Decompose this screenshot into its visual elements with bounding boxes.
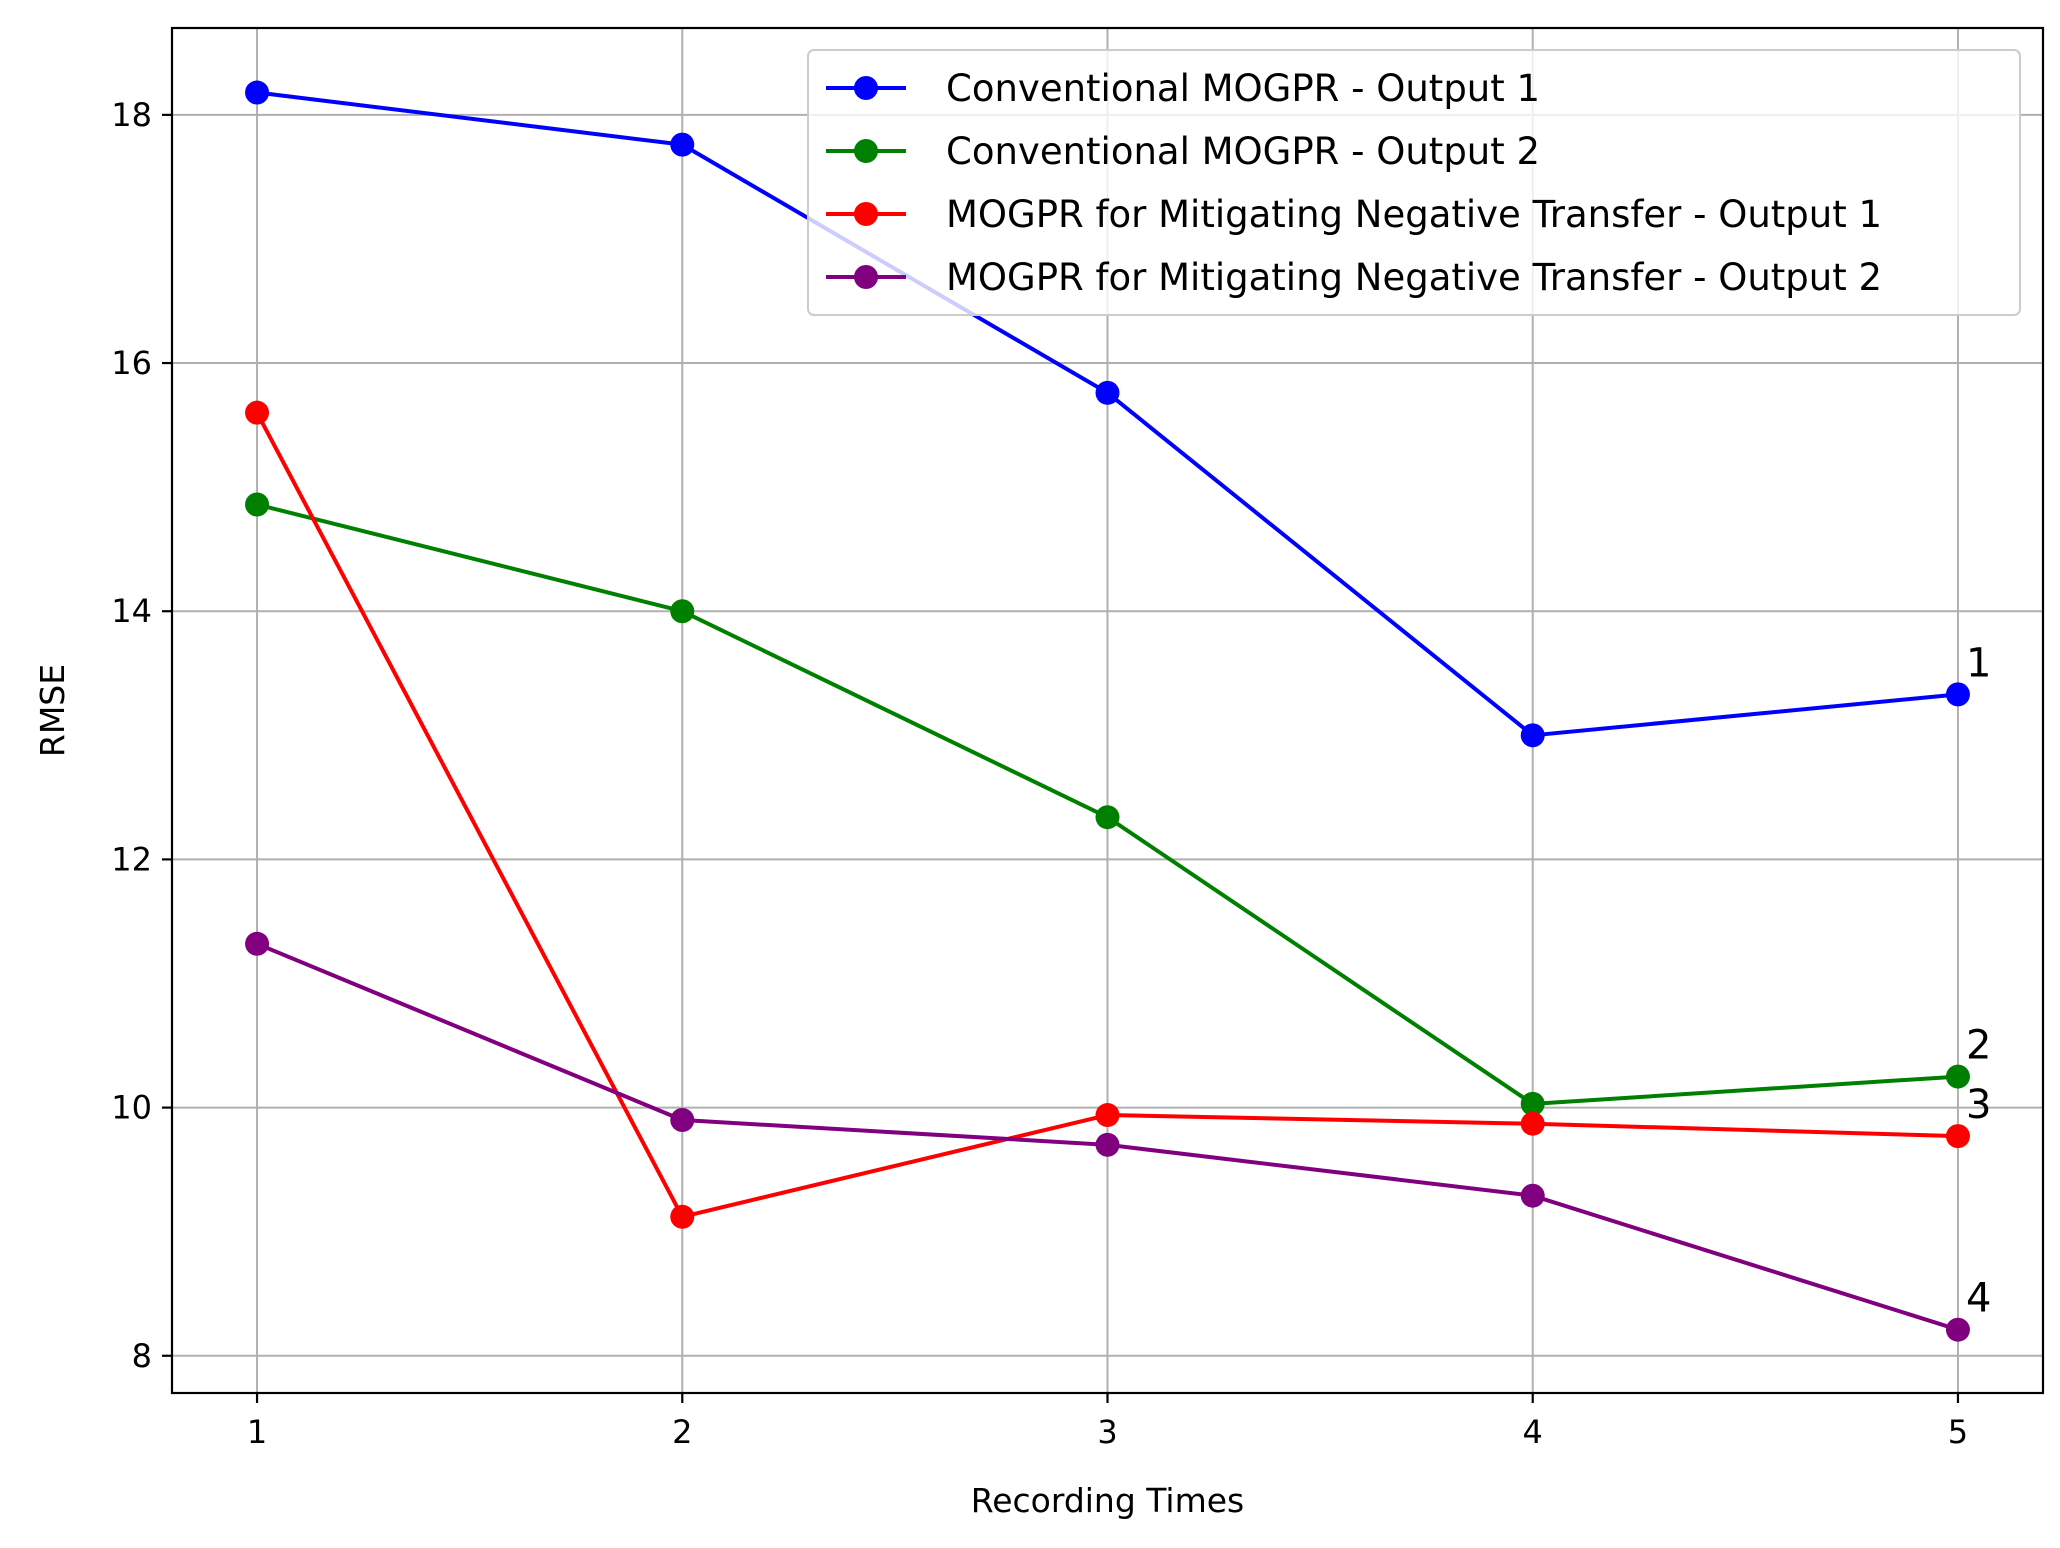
data-point: [1520, 1091, 1545, 1116]
legend-entry: MOGPR for Mitigating Negative Transfer -…: [826, 256, 1882, 299]
legend-entry: Conventional MOGPR - Output 2: [826, 130, 1540, 173]
data-point: [1095, 1103, 1120, 1128]
data-point: [1945, 682, 1970, 707]
data-point: [1520, 723, 1545, 748]
data-point: [245, 492, 270, 517]
y-tick-label: 10: [111, 1089, 152, 1127]
series-end-label: 2: [1966, 1023, 1991, 1069]
data-point: [1945, 1317, 1970, 1342]
series-3: [245, 400, 1970, 1229]
series-group: [245, 80, 1970, 1342]
legend-marker: [854, 76, 878, 100]
data-point: [1945, 1064, 1970, 1089]
y-tick-label: 18: [111, 96, 152, 134]
x-tick-label: 4: [1523, 1413, 1543, 1451]
y-tick-label: 16: [111, 344, 152, 382]
legend-label: Conventional MOGPR - Output 1: [946, 67, 1540, 110]
series-2: [245, 492, 1970, 1116]
legend-label: MOGPR for Mitigating Negative Transfer -…: [946, 256, 1882, 299]
y-tick-label: 12: [111, 840, 152, 878]
legend-marker: [854, 202, 878, 226]
data-point: [670, 599, 695, 624]
y-tick-label: 8: [132, 1337, 152, 1375]
data-point: [670, 1108, 695, 1132]
data-point: [1520, 1183, 1545, 1208]
x-tick-label: 3: [1097, 1413, 1117, 1451]
data-point: [1095, 380, 1120, 405]
legend-entry: Conventional MOGPR - Output 1: [826, 67, 1540, 110]
legend-marker: [854, 139, 878, 163]
data-point: [670, 132, 695, 157]
series-end-label: 1: [1966, 640, 1991, 686]
data-point: [245, 400, 270, 425]
legend-entry: MOGPR for Mitigating Negative Transfer -…: [826, 193, 1882, 236]
data-point: [245, 931, 270, 956]
x-tick-label: 1: [247, 1413, 267, 1451]
data-point: [1095, 805, 1120, 830]
legend-box: [807, 49, 2021, 316]
data-point: [1520, 1111, 1545, 1136]
data-point: [670, 1204, 695, 1229]
series-1: [245, 80, 1970, 748]
y-tick-label: 14: [111, 592, 152, 630]
data-point: [245, 80, 270, 105]
data-point: [1945, 1124, 1970, 1149]
end-labels: 1 2 3 4: [1966, 640, 1991, 1321]
y-axis-label: RMSE: [33, 664, 72, 757]
legend-label: Conventional MOGPR - Output 2: [946, 130, 1540, 173]
series-end-label: 4: [1966, 1276, 1991, 1322]
data-point: [1095, 1132, 1120, 1157]
series-end-label: 3: [1966, 1082, 1991, 1128]
legend-label: MOGPR for Mitigating Negative Transfer -…: [946, 193, 1882, 236]
x-axis-label: Recording Times: [971, 1481, 1245, 1520]
x-tick-label: 5: [1948, 1413, 1968, 1451]
legend: Conventional MOGPR - Output 1 Conventiona…: [807, 49, 2021, 316]
legend-marker: [854, 265, 878, 289]
series-4: [245, 931, 1970, 1342]
x-tick-label: 2: [672, 1413, 692, 1451]
